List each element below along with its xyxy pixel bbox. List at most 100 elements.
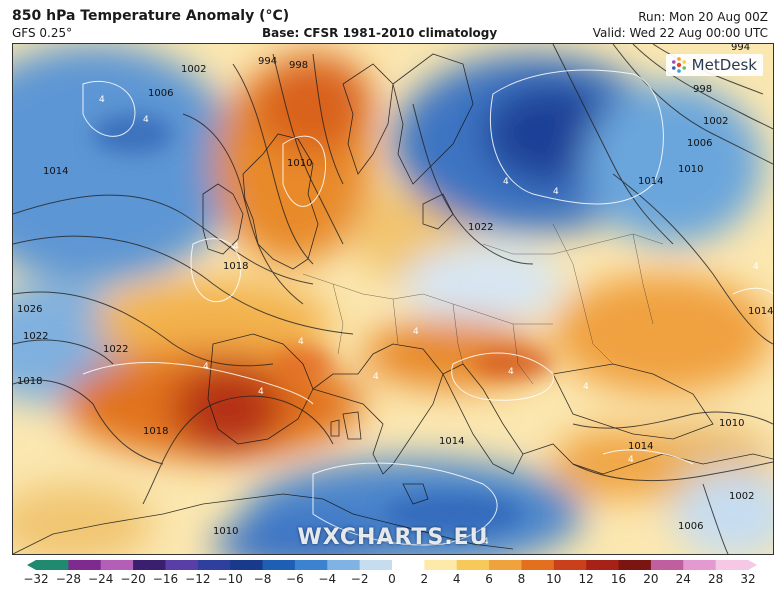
anomaly-field <box>13 44 773 554</box>
contour-label: 4 <box>373 372 379 382</box>
contour-label: 4 <box>233 242 239 252</box>
colorbar-cell <box>650 560 684 570</box>
colorbar-tick-label: 2 <box>420 572 429 586</box>
colorbar-tick-label: −28 <box>55 572 82 586</box>
isobar-label: 1002 <box>703 116 728 127</box>
colorbar-cell <box>715 560 749 570</box>
isobar-label: 1010 <box>719 418 744 429</box>
contour-label: 4 <box>298 337 304 347</box>
contour-label: 4 <box>203 362 209 372</box>
isobar-label: 998 <box>693 84 712 95</box>
isobar-label: 1010 <box>213 526 238 537</box>
coastlines <box>13 53 773 554</box>
isobar-label: 1014 <box>628 441 653 452</box>
contour-label: 4 <box>553 187 559 197</box>
isobar-label: 1018 <box>17 376 42 387</box>
isobar-label: 1026 <box>17 304 42 315</box>
isobars <box>13 44 773 554</box>
climatology-base-label: Base: CFSR 1981-2010 climatology <box>262 26 498 40</box>
colorbar-cell <box>327 560 361 570</box>
isobar-label: 1014 <box>43 166 68 177</box>
isobar-label: 1014 <box>439 436 464 447</box>
page-title: 850 hPa Temperature Anomaly (°C) <box>12 8 290 24</box>
colorbar-tick-label: −4 <box>318 572 337 586</box>
colorbar-tick-label: 0 <box>388 572 396 586</box>
metdesk-logo: MetDesk <box>665 54 763 76</box>
colorbar-cell <box>133 560 166 570</box>
contour-label: 4 <box>628 455 634 465</box>
isobar-label: 998 <box>289 60 308 71</box>
contour-label: 4 <box>143 115 149 125</box>
colorbar-tick-label: 24 <box>675 572 691 586</box>
colorbar-cell <box>294 560 328 570</box>
contour-label: 4 <box>258 387 264 397</box>
colorbar-tick-label: 8 <box>517 572 526 586</box>
colorbar-tick-label: −20 <box>120 572 146 586</box>
colorbar-cell <box>553 560 587 570</box>
colorbar-tick-label: −10 <box>217 572 243 586</box>
isobar-label: 994 <box>258 56 277 67</box>
metdesk-logo-text: MetDesk <box>691 56 757 74</box>
isobar-label: 1010 <box>678 164 703 175</box>
isobar-labels: 1002 1006 1014 1026 1022 1018 994 998 10… <box>17 44 773 537</box>
colorbar-cell <box>68 560 102 570</box>
contour-label: 4 <box>503 177 509 187</box>
colorbar-cell <box>424 560 458 570</box>
colorbar-tick-label: −2 <box>350 572 369 586</box>
colorbar-cell <box>456 560 490 570</box>
colorbar-cell <box>197 560 231 570</box>
isobar-label: 1022 <box>23 331 48 342</box>
metdesk-logo-icon <box>671 57 686 73</box>
colorbar-tick-label: −16 <box>152 572 179 586</box>
colorbar-cell <box>359 560 393 570</box>
isobar-label: 1006 <box>687 138 712 149</box>
map-canvas: 1002 1006 1014 1026 1022 1018 994 998 10… <box>13 44 773 554</box>
colorbar-tick-label: 6 <box>485 572 493 586</box>
isobar-label: 1006 <box>148 88 173 99</box>
isobar-label: 1014 <box>748 306 773 317</box>
contour-label: 4 <box>753 262 759 272</box>
isobar-label: 1014 <box>638 176 663 187</box>
contour-label: 4 <box>483 537 489 547</box>
colorbar-cell <box>230 560 264 570</box>
contour-label: 4 <box>99 95 105 105</box>
colorbar-cell <box>36 560 69 570</box>
colorbar-cell <box>489 560 522 570</box>
colorbar-arrow-left <box>27 560 36 570</box>
isobar-label: 1002 <box>729 491 754 502</box>
anomaly-contour-labels: 4 4 4 4 4 4 4 4 4 4 4 4 4 4 4 <box>99 95 759 547</box>
colorbar-cell <box>586 560 620 570</box>
colorbar-ticks: −32 −28 −24 −20 −16 −12 −10 −8 −6 −4 −2 0 2 4 6 8 10 12 16… <box>23 572 757 588</box>
colorbar <box>27 560 757 570</box>
colorbar-tick-label: 28 <box>707 572 724 586</box>
isobar-label: 1010 <box>287 158 312 169</box>
colorbar-arrow-right <box>748 560 757 570</box>
model-label: GFS 0.25° <box>12 26 73 40</box>
colorbar-cell <box>618 560 652 570</box>
contour-label: 4 <box>508 367 514 377</box>
colorbar-cell <box>683 560 717 570</box>
anomaly-map[interactable]: 1002 1006 1014 1026 1022 1018 994 998 10… <box>12 43 774 555</box>
valid-time-label: Valid: Wed 22 Aug 00:00 UTC <box>592 26 768 40</box>
isobar-label: 1022 <box>103 344 128 355</box>
colorbar-tick-label: 20 <box>643 572 659 586</box>
colorbar-tick-label: −12 <box>185 572 211 586</box>
colorbar-cell <box>100 560 134 570</box>
isobar-label: 1002 <box>181 64 206 75</box>
colorbar-tick-label: 16 <box>610 572 627 586</box>
colorbar-tick-label: 12 <box>578 572 594 586</box>
contour-label: 4 <box>413 327 419 337</box>
borders <box>302 223 664 385</box>
colorbar-cell <box>521 560 555 570</box>
isobar-label: 1006 <box>678 521 703 532</box>
colorbar-tick-label: −8 <box>253 572 272 586</box>
colorbar-tick-label: −6 <box>286 572 304 586</box>
colorbar-cell <box>392 560 425 570</box>
colorbar-tick-label: −32 <box>23 572 49 586</box>
anomaly-contours <box>82 69 773 546</box>
isobar-label: 994 <box>731 44 750 53</box>
run-time-label: Run: Mon 20 Aug 00Z <box>638 10 768 24</box>
watermark: WXCHARTS.EU <box>297 525 489 550</box>
colorbar-cell <box>262 560 296 570</box>
colorbar-tick-label: 32 <box>740 572 756 586</box>
